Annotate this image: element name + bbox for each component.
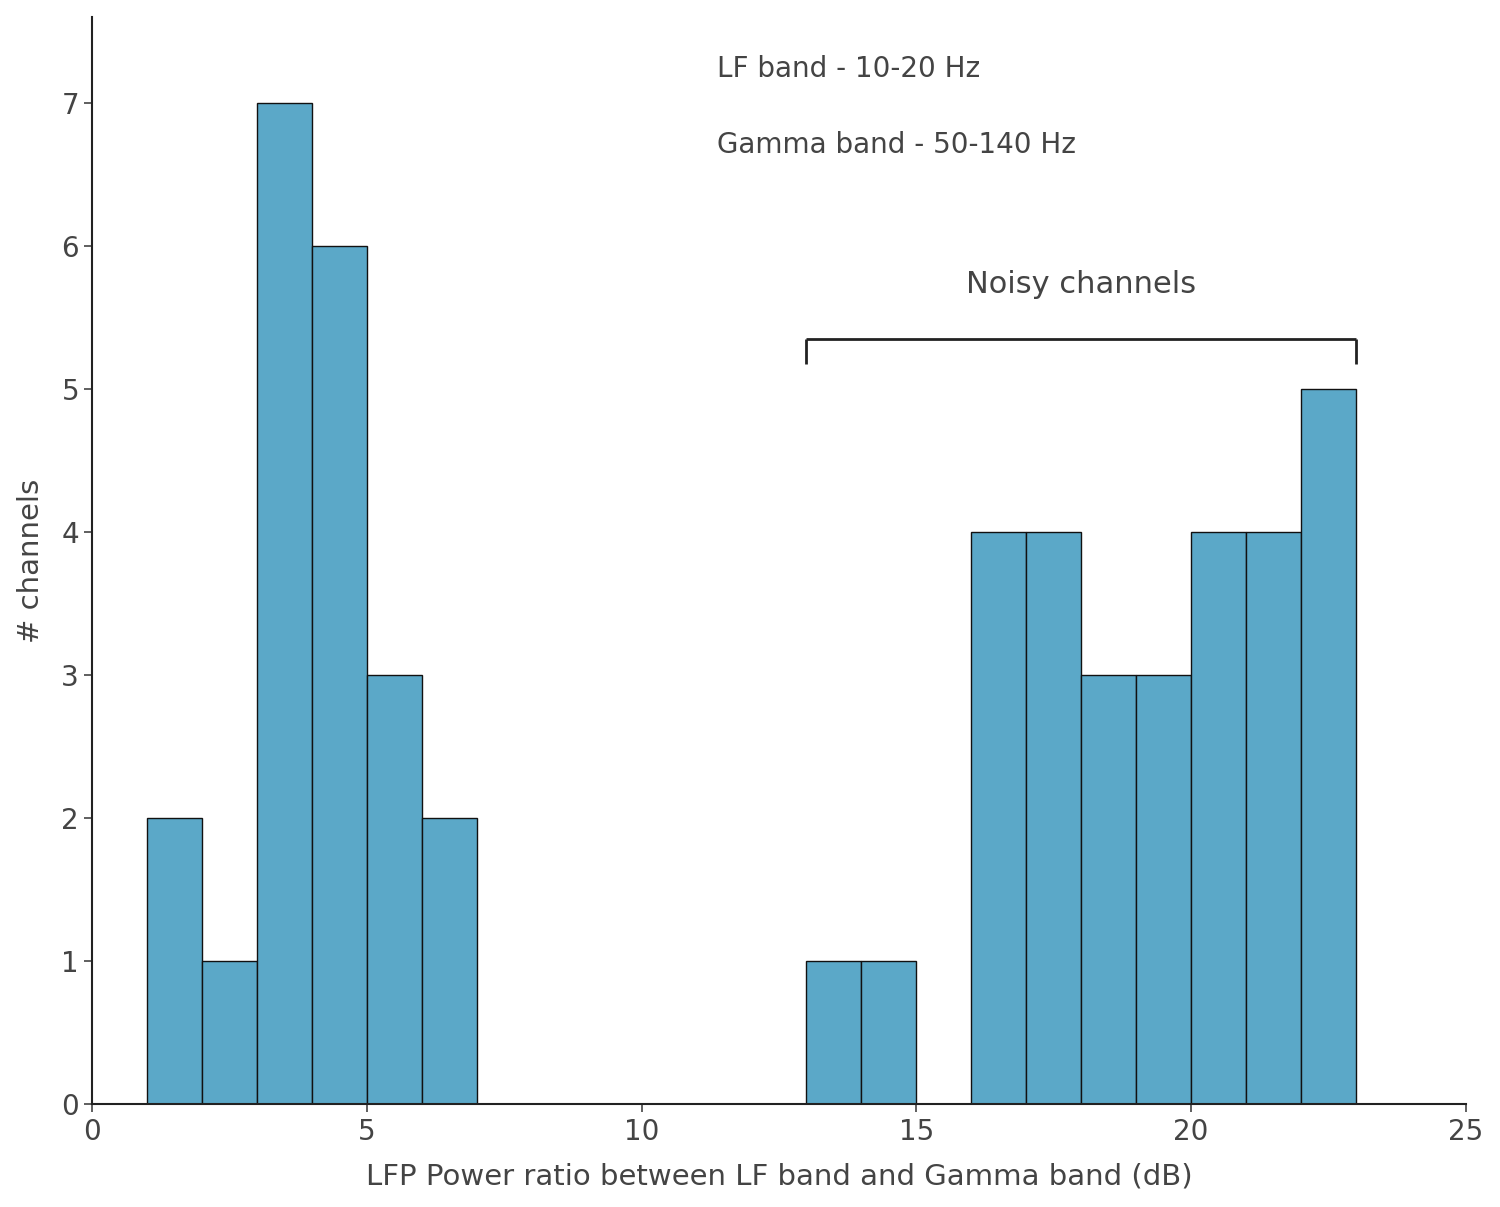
Y-axis label: # channels: # channels [16,478,45,642]
Bar [312,246,368,1104]
Bar [422,818,477,1104]
Bar [1300,389,1356,1104]
X-axis label: LFP Power ratio between LF band and Gamma band (dB): LFP Power ratio between LF band and Gamm… [366,1162,1192,1190]
Bar [368,675,422,1104]
Bar [1026,532,1082,1104]
Text: LF band - 10-20 Hz: LF band - 10-20 Hz [717,54,981,83]
Text: Gamma band - 50-140 Hz: Gamma band - 50-140 Hz [717,130,1076,159]
Bar [202,961,256,1104]
Bar [147,818,202,1104]
Bar [1191,532,1246,1104]
Bar [1136,675,1191,1104]
Text: Noisy channels: Noisy channels [966,269,1196,298]
Bar [972,532,1026,1104]
Bar [861,961,916,1104]
Bar [256,103,312,1104]
Bar [1082,675,1136,1104]
Bar [1246,532,1300,1104]
Bar [807,961,861,1104]
